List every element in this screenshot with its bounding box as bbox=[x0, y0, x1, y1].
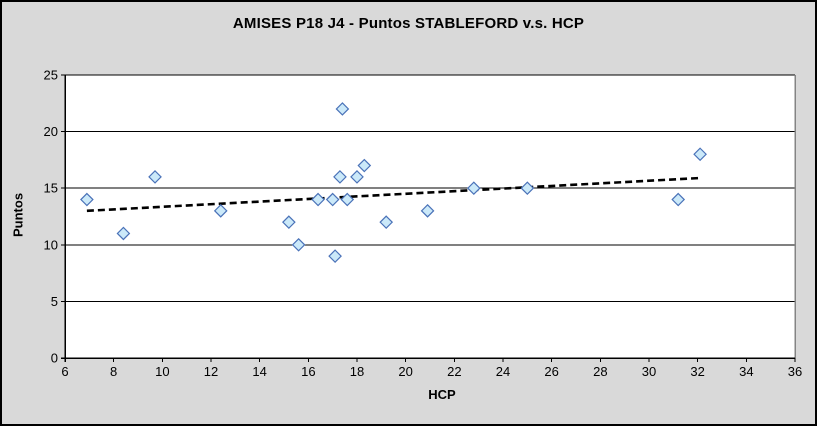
x-tick-label: 14 bbox=[252, 364, 266, 379]
x-axis-title: HCP bbox=[428, 387, 456, 402]
y-tick-label: 25 bbox=[44, 68, 58, 83]
data-point-marker bbox=[379, 215, 394, 230]
y-tick-label: 10 bbox=[44, 237, 58, 252]
plot-area bbox=[65, 75, 795, 358]
data-point-marker bbox=[340, 192, 355, 207]
x-tick-label: 8 bbox=[110, 364, 117, 379]
x-tick-label: 28 bbox=[593, 364, 607, 379]
x-tick-label: 10 bbox=[155, 364, 169, 379]
x-tick-label: 26 bbox=[544, 364, 558, 379]
data-point-marker bbox=[693, 147, 707, 162]
y-tick-label: 15 bbox=[44, 181, 58, 196]
data-point-marker bbox=[357, 158, 372, 173]
data-point-marker bbox=[350, 170, 364, 184]
y-tick-label: 20 bbox=[44, 124, 58, 139]
data-point-marker bbox=[333, 170, 347, 184]
data-point-marker bbox=[282, 215, 296, 230]
x-tick-label: 30 bbox=[642, 364, 656, 379]
data-point-marker bbox=[520, 181, 535, 196]
x-tick-label: 22 bbox=[447, 364, 461, 379]
data-point-marker bbox=[213, 203, 228, 218]
data-point-marker bbox=[148, 170, 162, 184]
data-point-marker bbox=[325, 192, 340, 207]
x-tick-label: 32 bbox=[690, 364, 704, 379]
data-point-marker bbox=[671, 192, 686, 207]
chart-title: AMISES P18 J4 - Puntos STABLEFORD v.s. H… bbox=[232, 15, 585, 32]
data-point-marker bbox=[116, 226, 131, 241]
x-tick-label: 34 bbox=[739, 364, 753, 379]
trendline bbox=[86, 176, 701, 213]
y-tick-label: 0 bbox=[51, 351, 58, 366]
data-point-marker bbox=[311, 192, 325, 207]
data-point-marker bbox=[420, 203, 435, 218]
x-tick-label: 16 bbox=[301, 364, 315, 379]
data-point-marker bbox=[328, 249, 342, 263]
data-point-marker bbox=[291, 237, 306, 252]
x-tick-label: 20 bbox=[398, 364, 412, 379]
x-tick-label: 18 bbox=[350, 364, 364, 379]
x-tick-label: 36 bbox=[788, 364, 802, 379]
x-tick-label: 24 bbox=[496, 364, 510, 379]
data-point-marker bbox=[80, 192, 94, 207]
data-point-marker bbox=[335, 102, 350, 116]
x-tick-label: 12 bbox=[204, 364, 218, 379]
data-point-marker bbox=[466, 181, 481, 196]
y-tick-label: 5 bbox=[51, 294, 58, 309]
x-tick-label: 6 bbox=[61, 364, 68, 379]
